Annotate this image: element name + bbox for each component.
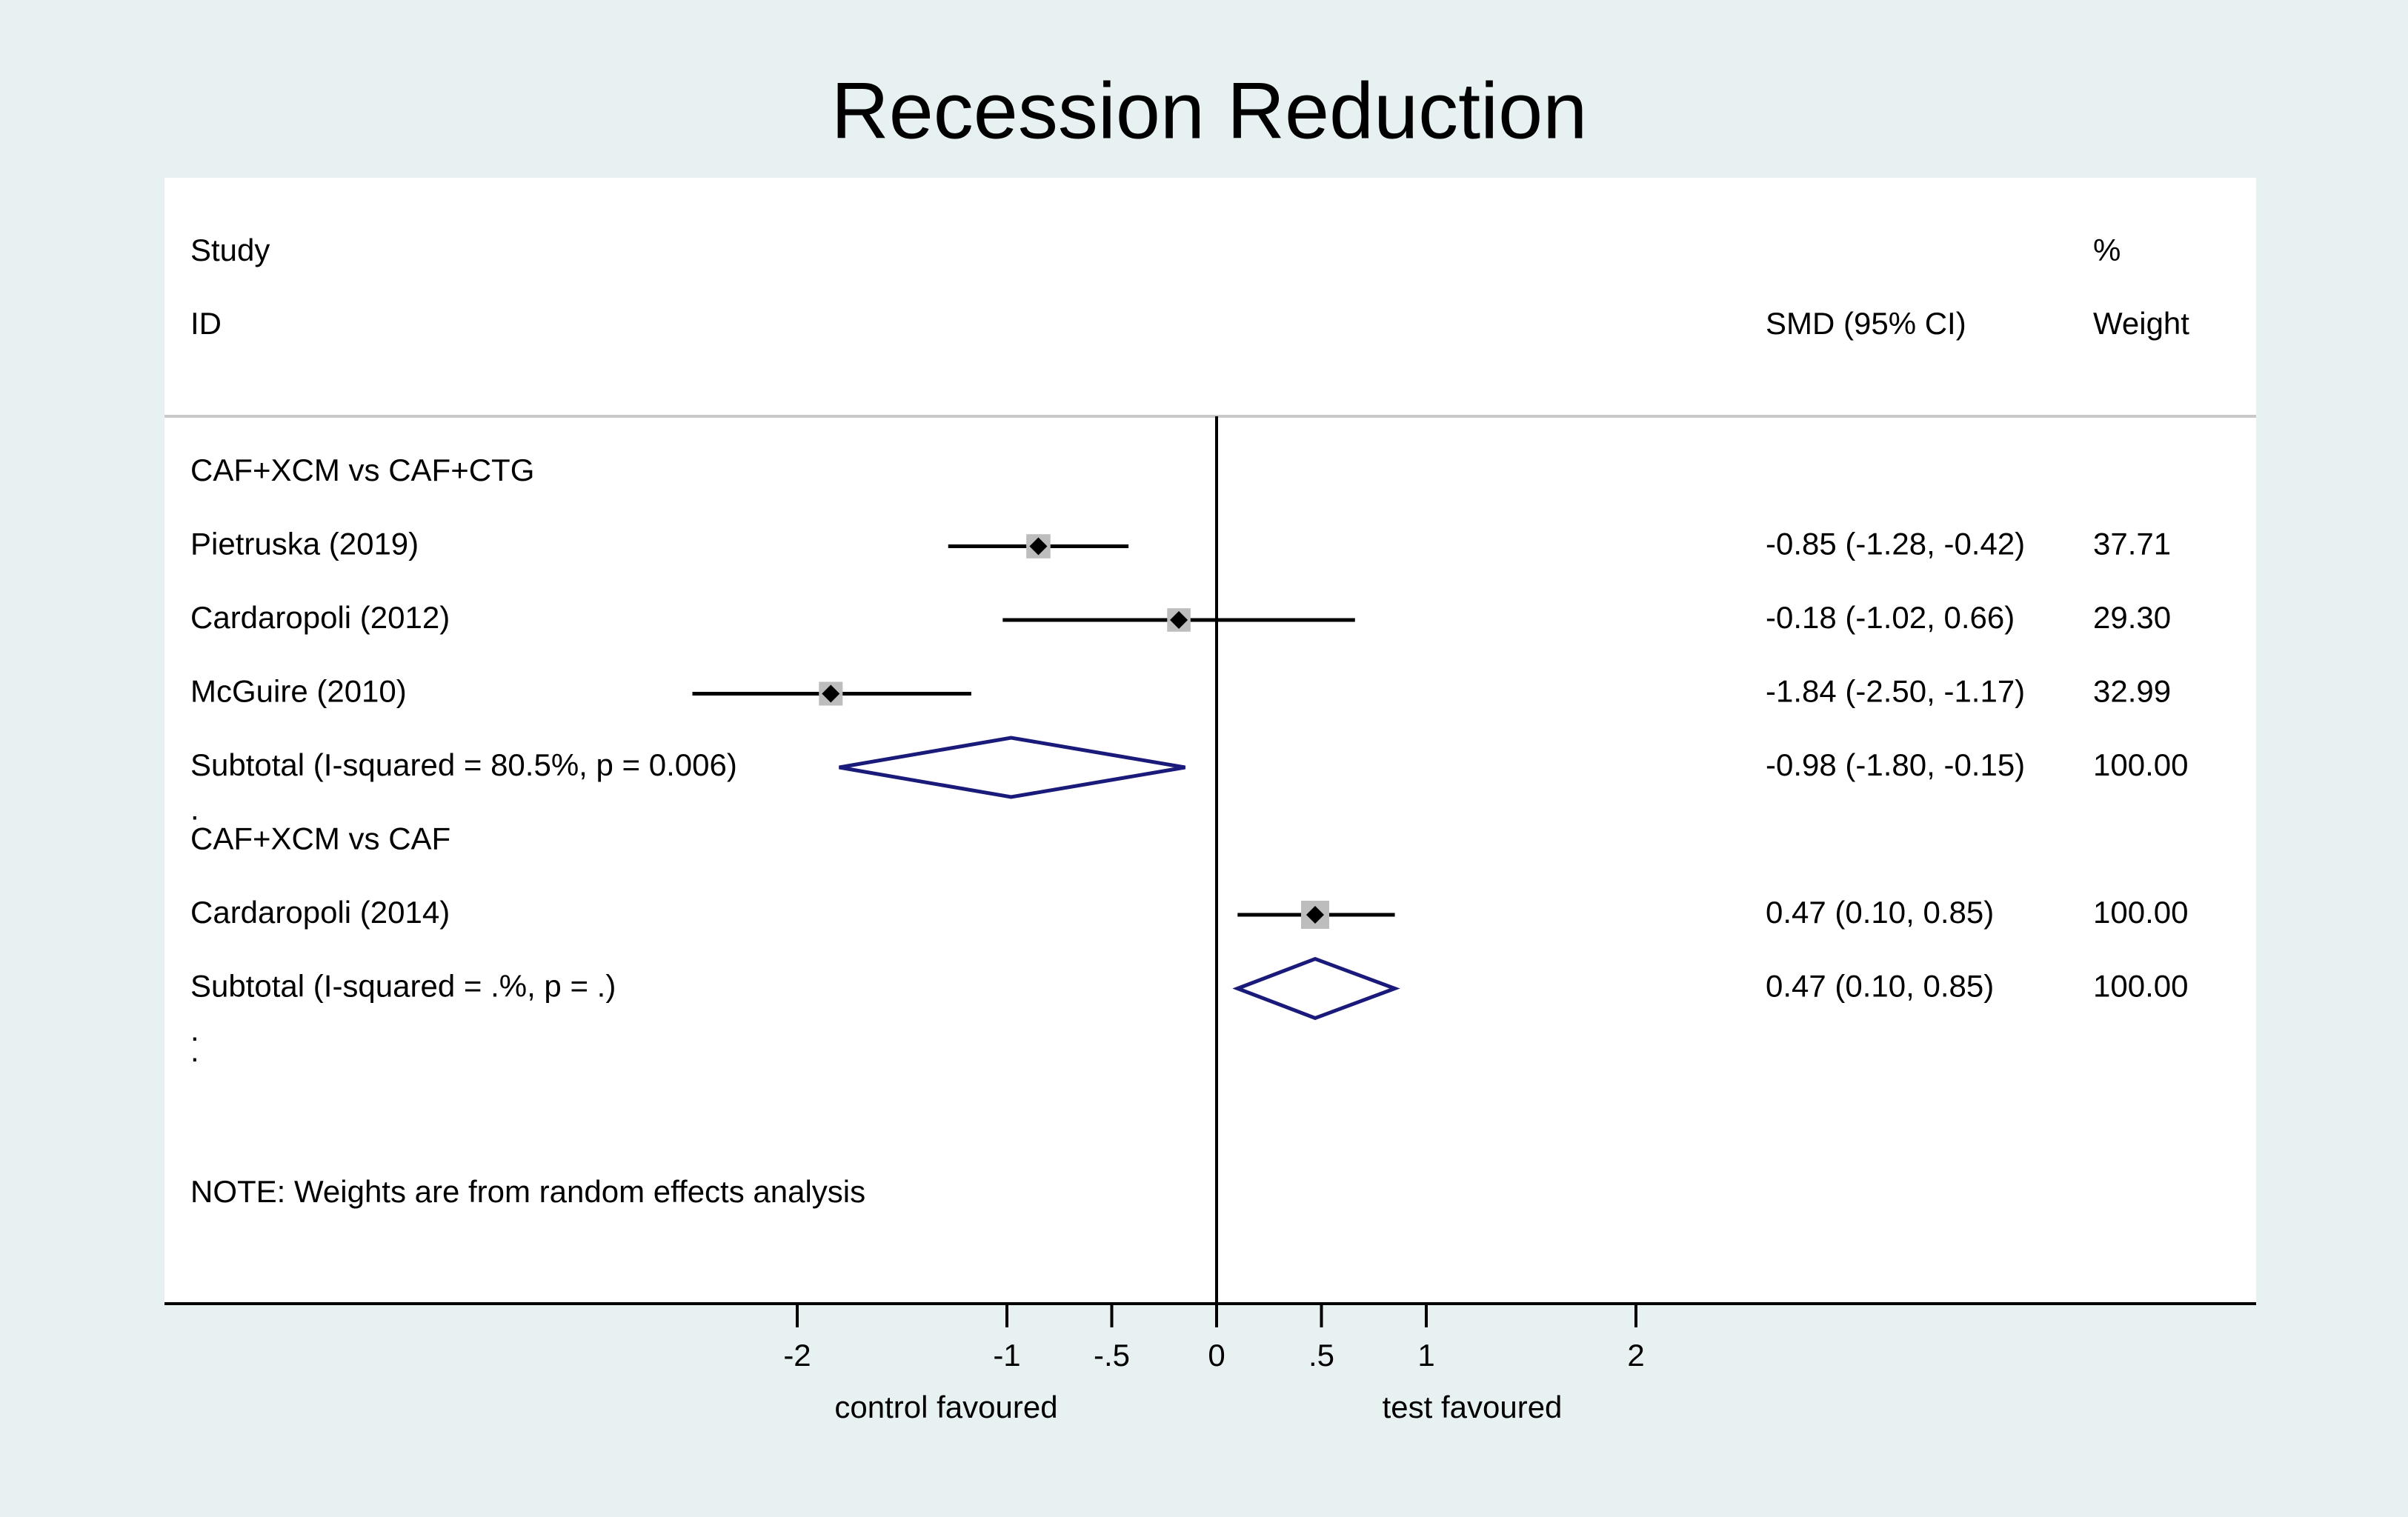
x-tick-label: -2 xyxy=(783,1338,811,1373)
subtotal-label: Subtotal (I-squared = 80.5%, p = 0.006) xyxy=(190,747,737,782)
point-estimate-marker xyxy=(822,684,840,703)
header-effect-label: SMD (95% CI) xyxy=(1766,306,1966,341)
study-weight: 37.71 xyxy=(2093,527,2171,561)
right-caption: test favoured xyxy=(1383,1390,1563,1424)
study-weight: 100.00 xyxy=(2093,895,2188,930)
x-tick-label: -.5 xyxy=(1094,1338,1130,1373)
x-tick-label: .5 xyxy=(1308,1338,1334,1373)
subtotal-label: Subtotal (I-squared = .%, p = .) xyxy=(190,969,616,1004)
study-label: Pietruska (2019) xyxy=(190,527,419,561)
footnote: NOTE: Weights are from random effects an… xyxy=(190,1174,865,1209)
study-label: Cardaropoli (2012) xyxy=(190,600,450,635)
subtotal-diamond xyxy=(1232,956,1400,1021)
subtotal-weight: 100.00 xyxy=(2093,747,2188,782)
point-estimate-marker xyxy=(1306,906,1325,924)
subtotal-effect-ci: -0.98 (-1.80, -0.15) xyxy=(1766,747,2025,782)
study-weight: 32.99 xyxy=(2093,674,2171,709)
separator-dot: . xyxy=(190,1033,199,1068)
study-effect-ci: -0.18 (-1.02, 0.66) xyxy=(1766,600,2015,635)
separator-dot: . xyxy=(190,792,199,827)
point-estimate-marker xyxy=(1029,537,1048,556)
subtotal-weight: 100.00 xyxy=(2093,969,2188,1004)
plot-panel xyxy=(164,178,2256,1304)
study-label: Cardaropoli (2014) xyxy=(190,895,450,930)
header-weight-percent: % xyxy=(2093,233,2121,267)
x-tick-label: 0 xyxy=(1208,1338,1225,1373)
subtotal-effect-ci: 0.47 (0.10, 0.85) xyxy=(1766,969,1994,1004)
header-study-label: Study xyxy=(190,233,270,267)
x-tick-label: 1 xyxy=(1417,1338,1434,1373)
header-weight-label: Weight xyxy=(2093,306,2189,341)
study-label: McGuire (2010) xyxy=(190,674,407,709)
separator-dot: . xyxy=(190,1013,199,1047)
study-effect-ci: -0.85 (-1.28, -0.42) xyxy=(1766,527,2025,561)
point-estimate-marker xyxy=(1170,611,1188,629)
subtotal-diamond xyxy=(839,736,1185,799)
study-weight: 29.30 xyxy=(2093,600,2171,635)
study-effect-ci: -1.84 (-2.50, -1.17) xyxy=(1766,674,2025,709)
header-id-label: ID xyxy=(190,306,222,341)
x-tick-label: 2 xyxy=(1627,1338,1644,1373)
group-label: CAF+XCM vs CAF xyxy=(190,821,450,856)
left-caption: control favoured xyxy=(834,1390,1057,1424)
group-label: CAF+XCM vs CAF+CTG xyxy=(190,453,534,487)
chart-title: Recession Reduction xyxy=(831,66,1588,156)
study-effect-ci: 0.47 (0.10, 0.85) xyxy=(1766,895,1994,930)
x-tick-label: -1 xyxy=(993,1338,1020,1373)
